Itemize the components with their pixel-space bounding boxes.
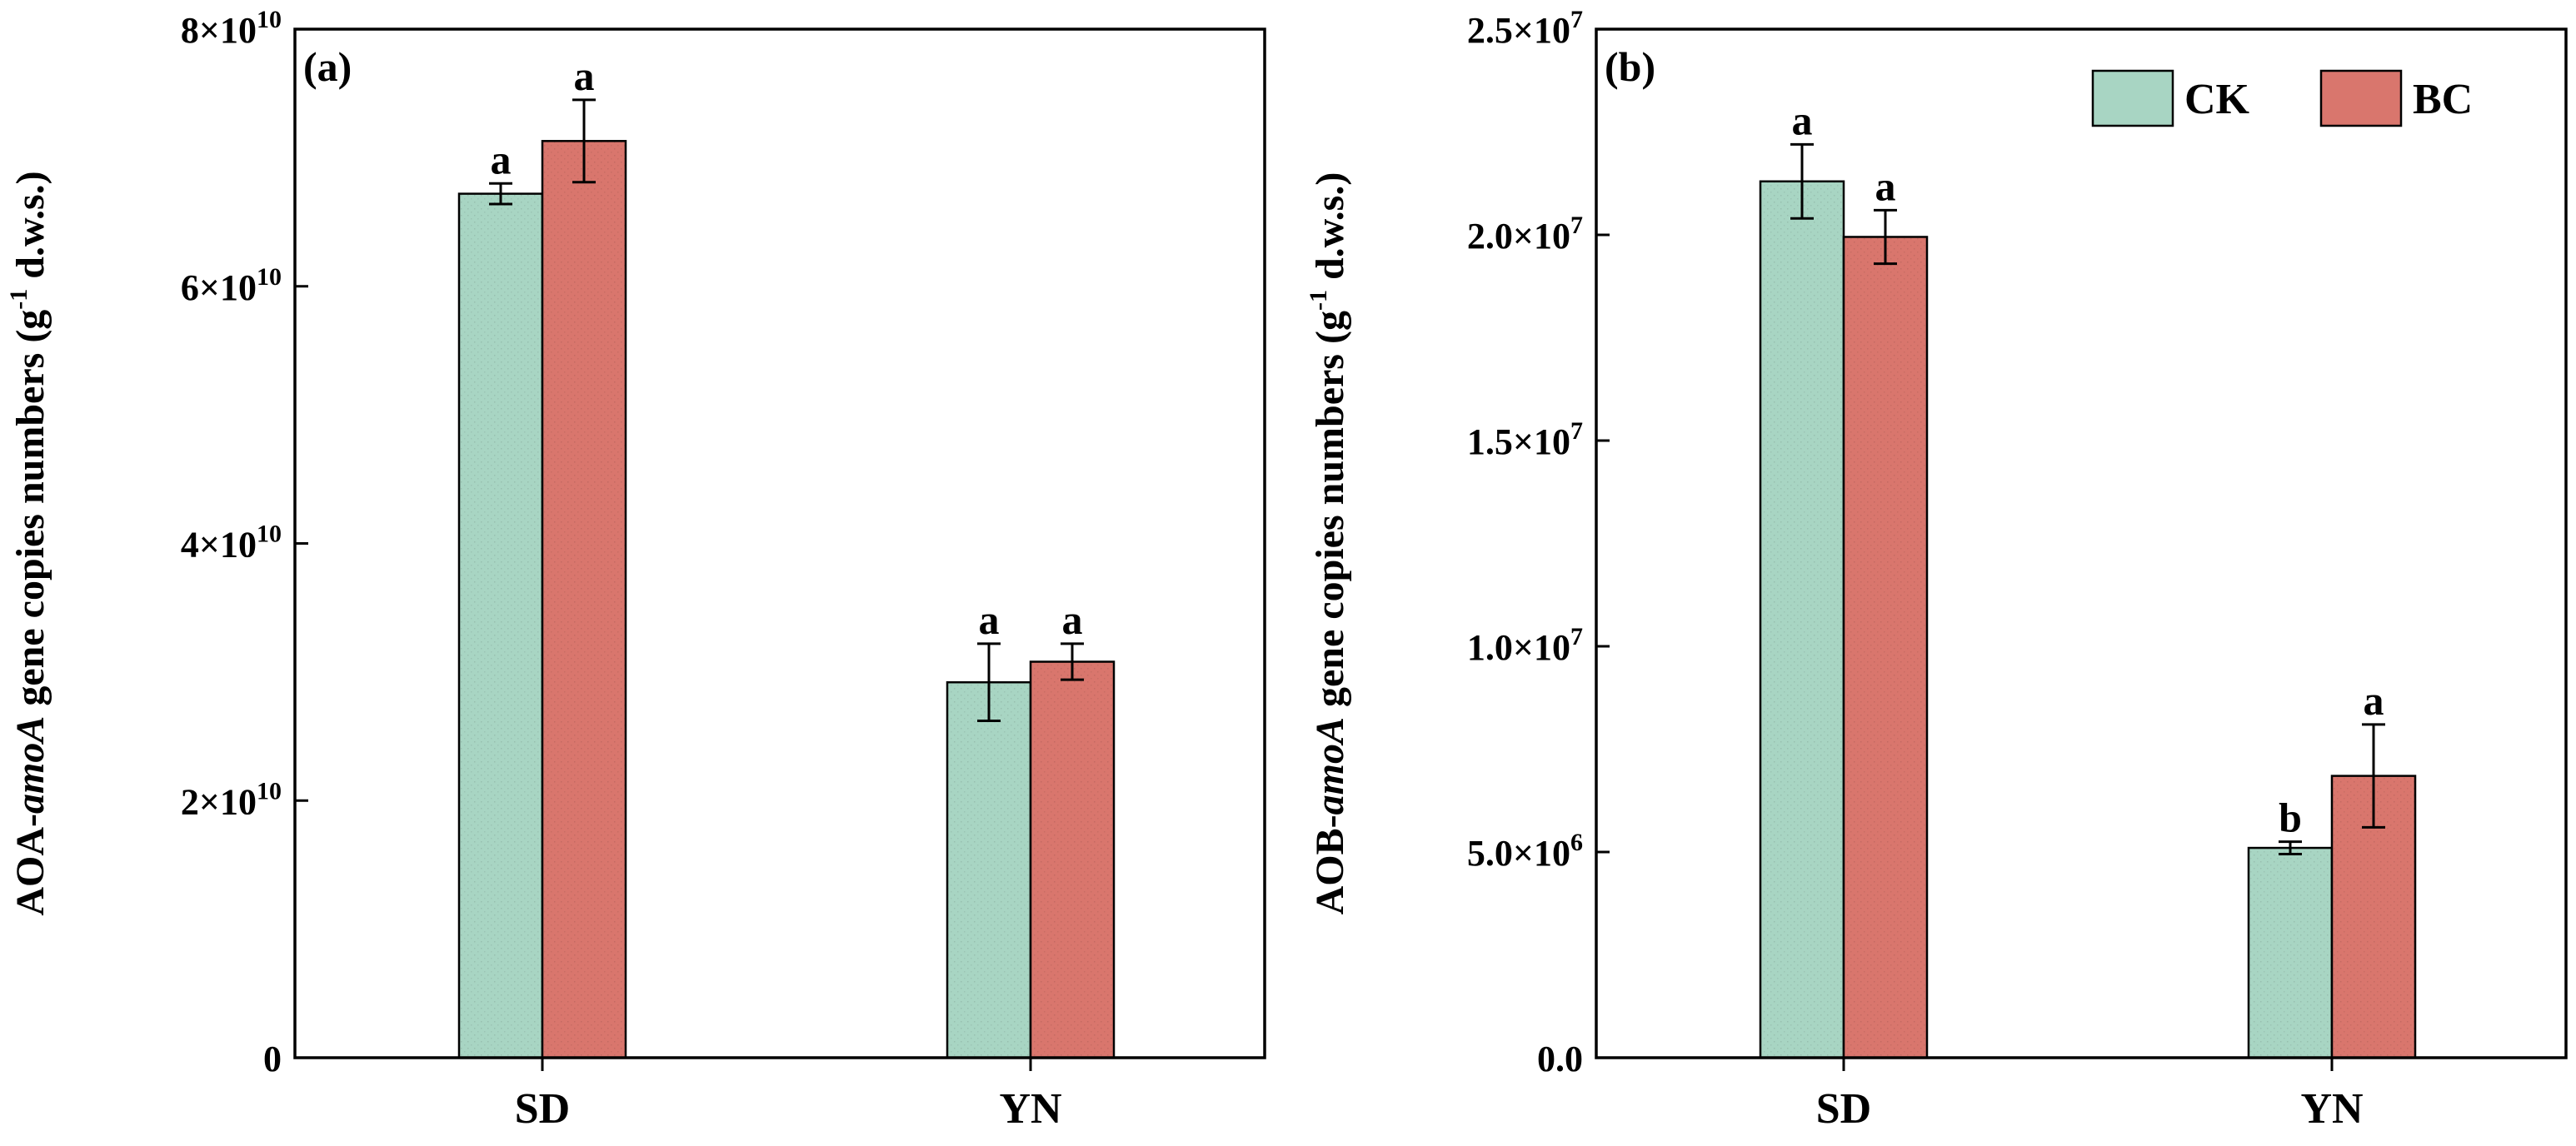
error-bar-ck-yn-b xyxy=(2279,840,2302,855)
error-bar-bc-sd-b xyxy=(1874,208,1897,266)
y-tick-label-5-b: 2.5×107 xyxy=(1467,6,1583,51)
y-tick-label-4-b: 2.0×107 xyxy=(1467,212,1583,257)
bar-texture-bc-sd-a xyxy=(542,141,626,1058)
x-tick-label-sd-b: SD xyxy=(1816,1085,1871,1133)
sig-letter-bc-sd-a: a xyxy=(574,52,595,99)
panel-label-a: (a) xyxy=(303,43,352,90)
error-bar-bc-sd-a xyxy=(572,98,596,184)
sig-letter-bc-sd-b: a xyxy=(1875,162,1896,209)
y-tick-label-3-b: 1.5×107 xyxy=(1467,417,1583,462)
sig-letter-ck-yn-a: a xyxy=(979,596,1000,643)
chart-panel-a: a a a a 0 2×1010 4×1010 6×1010 8×1010 SD YN (a) AOA-… xyxy=(5,6,1266,1133)
error-bar-ck-sd-b xyxy=(1790,142,1814,220)
y-tick-label-2-b: 1.0×107 xyxy=(1467,623,1583,668)
y-tick-label-3-a: 6×1010 xyxy=(181,263,282,308)
y-tick-label-4-a: 8×1010 xyxy=(181,6,282,51)
error-bar-bc-yn-b xyxy=(2362,723,2385,829)
x-tick-label-yn-a: YN xyxy=(999,1085,1061,1133)
sig-letter-ck-yn-b: b xyxy=(2279,795,2302,841)
legend-label-bc: BC xyxy=(2413,76,2473,123)
y-tick-label-0-b: 0.0 xyxy=(1537,1039,1583,1079)
y-tick-label-0-a: 0 xyxy=(263,1039,282,1079)
sig-letter-ck-sd-a: a xyxy=(491,136,512,182)
bar-texture-ck-yn-b xyxy=(2249,848,2332,1058)
error-bar-ck-yn-a xyxy=(977,642,1001,723)
legend-b: CK BC xyxy=(2091,69,2473,127)
error-bar-bc-yn-a xyxy=(1061,642,1084,681)
plot-frame-a xyxy=(293,27,1266,1059)
panel-label-b: (b) xyxy=(1605,43,1655,90)
chart-panel-b: a b a a 0.0 5.0×106 1.0×107 1.5×107 2.0×107 2.5×1… xyxy=(1305,6,2568,1133)
x-tick-label-sd-a: SD xyxy=(515,1085,570,1133)
legend-swatch-ck xyxy=(2091,69,2174,127)
error-bar-ck-sd-a xyxy=(489,182,512,206)
bar-texture-bc-yn-a xyxy=(1031,661,1114,1058)
sig-letter-ck-sd-b: a xyxy=(1792,97,1813,143)
legend-swatch-bc xyxy=(2319,69,2403,127)
y-axis-title-b: AOB-amoA gene copies numbers (g-1 d.w.s.… xyxy=(1305,172,1352,915)
y-tick-label-1-b: 5.0×106 xyxy=(1467,829,1583,874)
sig-letter-bc-yn-a: a xyxy=(1062,596,1083,643)
legend-label-ck: CK xyxy=(2184,76,2250,123)
bar-texture-ck-yn-a xyxy=(947,682,1031,1058)
bar-texture-bc-sd-b xyxy=(1844,237,1927,1059)
x-tick-label-yn-b: YN xyxy=(2300,1085,2363,1133)
bar-texture-ck-sd-a xyxy=(459,193,542,1059)
plot-frame-b xyxy=(1595,27,2568,1059)
sig-letter-bc-yn-b: a xyxy=(2364,677,2384,724)
bar-texture-ck-sd-b xyxy=(1760,181,1844,1058)
y-tick-label-2-a: 4×1010 xyxy=(181,521,282,566)
y-axis-title-a: AOA-amoA gene copies numbers (g-1 d.w.s.… xyxy=(5,171,52,915)
y-tick-label-1-a: 2×1010 xyxy=(181,777,282,822)
